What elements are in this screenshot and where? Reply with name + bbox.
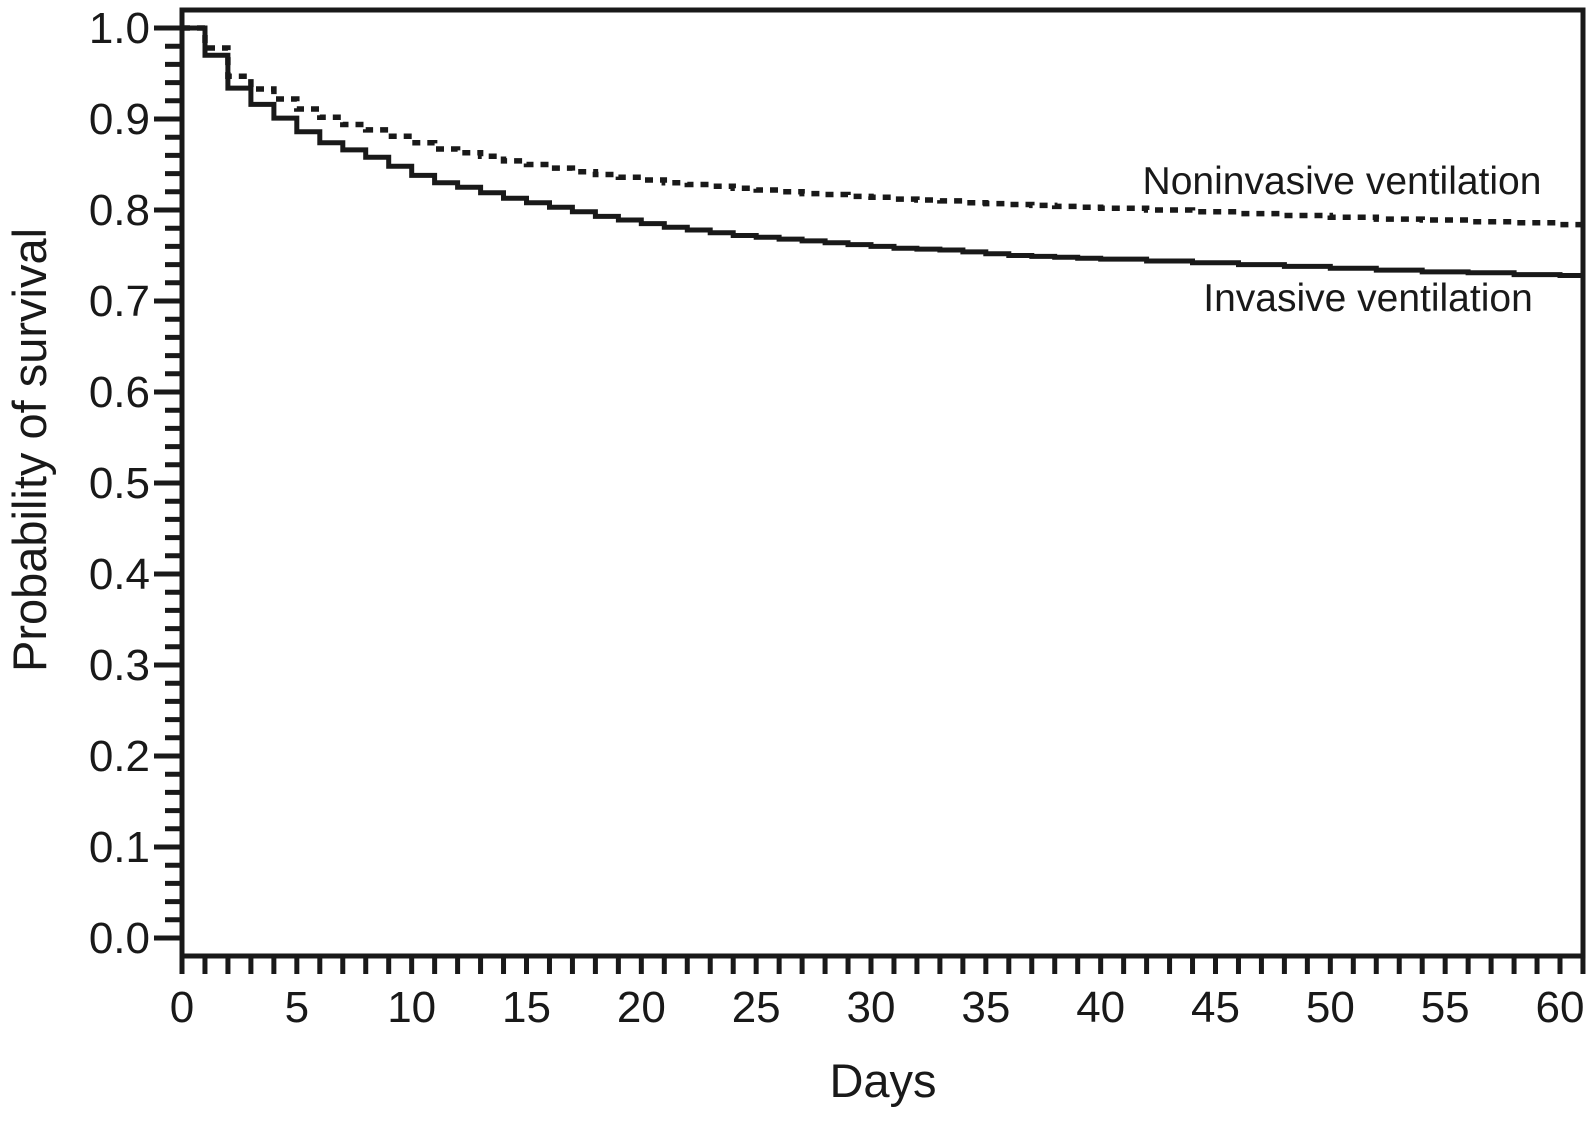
x-tick-label: 45 <box>1191 983 1240 1032</box>
y-tick-label: 0.0 <box>89 914 150 963</box>
x-tick-label: 20 <box>617 983 666 1032</box>
y-tick-label: 0.6 <box>89 368 150 417</box>
series-line-noninvasive-ventilation <box>182 25 1583 228</box>
chart-plot-area: 0.0 0.1 0.2 0.3 0.4 0.5 0.6 0.7 0.8 0.9 1.0 0 5 10 15 2… <box>89 4 1586 1032</box>
x-tick-label: 25 <box>732 983 781 1032</box>
y-tick-label: 0.7 <box>89 277 150 326</box>
y-tick-label: 0.2 <box>89 732 150 781</box>
series-label-noninvasive-ventilation: Noninvasive ventilation <box>1143 160 1542 203</box>
x-tick-label: 15 <box>502 983 551 1032</box>
y-axis-title: Probability of survival <box>3 228 56 672</box>
x-tick-label: 60 <box>1536 983 1585 1032</box>
x-tick-label: 35 <box>961 983 1010 1032</box>
y-tick-label: 0.8 <box>89 186 150 235</box>
x-tick-label: 50 <box>1306 983 1355 1032</box>
y-tick-label: 1.0 <box>89 4 150 53</box>
y-tick-label: 0.4 <box>89 550 150 599</box>
x-tick-label: 0 <box>170 983 194 1032</box>
series-line-invasive-ventilation <box>182 25 1583 278</box>
x-tick-label: 5 <box>285 983 309 1032</box>
x-tick-label: 30 <box>847 983 896 1032</box>
y-tick-label: 0.5 <box>89 459 150 508</box>
plot-border <box>179 7 1586 959</box>
x-tick-label: 40 <box>1076 983 1125 1032</box>
x-tick-label: 55 <box>1421 983 1470 1032</box>
series-label-invasive-ventilation: Invasive ventilation <box>1203 277 1533 320</box>
y-tick-label: 0.1 <box>89 823 150 872</box>
y-tick-label: 0.9 <box>89 95 150 144</box>
y-tick-label: 0.3 <box>89 641 150 690</box>
x-axis-title: Days <box>829 1054 936 1107</box>
x-tick-label: 10 <box>387 983 436 1032</box>
